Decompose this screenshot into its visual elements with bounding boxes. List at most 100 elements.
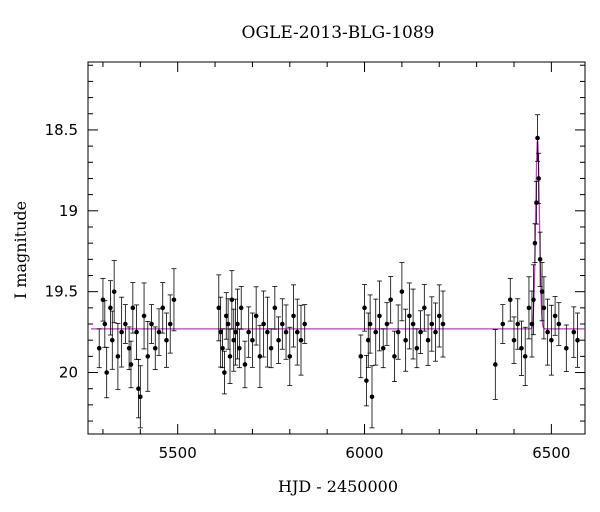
point-marker	[237, 345, 242, 351]
point-marker	[276, 337, 281, 343]
point-marker	[358, 354, 364, 359]
point-marker	[294, 329, 300, 335]
point-marker	[541, 305, 547, 311]
point-marker	[123, 321, 128, 327]
data-point	[575, 312, 581, 368]
point-marker	[242, 362, 248, 367]
point-marker	[272, 305, 278, 311]
data-point	[298, 304, 304, 376]
data-point	[287, 326, 293, 386]
data-point	[272, 286, 278, 330]
point-marker	[425, 337, 431, 343]
point-marker	[229, 297, 235, 303]
point-marker	[440, 321, 446, 327]
point-marker	[531, 297, 536, 303]
point-marker	[539, 289, 545, 294]
data-point	[362, 284, 368, 332]
point-marker	[519, 345, 524, 351]
x-axis-label: HJD - 2450000	[278, 477, 398, 496]
data-point	[535, 114, 541, 162]
point-marker	[152, 345, 158, 351]
point-marker	[238, 305, 244, 311]
data-point	[115, 322, 121, 390]
data-point	[160, 282, 166, 334]
data-point	[548, 304, 554, 376]
point-marker	[403, 337, 408, 343]
x-tick-label: 5500	[159, 444, 197, 462]
point-marker	[418, 329, 423, 335]
data-point	[563, 324, 569, 372]
data-point	[414, 328, 420, 369]
data-point	[149, 304, 155, 344]
y-tick-label: 19.5	[45, 283, 78, 301]
data-point	[433, 302, 439, 362]
point-marker	[500, 321, 506, 327]
data-point	[223, 292, 229, 340]
point-marker	[380, 345, 386, 351]
point-marker	[429, 321, 435, 327]
point-marker	[511, 337, 517, 343]
data-points	[96, 114, 581, 429]
point-marker	[280, 321, 285, 327]
data-point	[122, 304, 128, 344]
point-marker	[362, 305, 367, 311]
point-marker	[111, 289, 117, 294]
point-marker	[536, 176, 541, 181]
y-tick-label: 20	[59, 364, 78, 382]
y-tick-label: 19	[59, 202, 78, 220]
point-marker	[227, 354, 233, 359]
point-marker	[377, 313, 382, 319]
point-marker	[436, 313, 442, 319]
data-point	[518, 320, 524, 376]
point-marker	[410, 321, 416, 327]
data-point	[367, 294, 373, 354]
point-marker	[141, 313, 147, 319]
data-point	[238, 286, 244, 330]
point-marker	[104, 370, 109, 375]
data-point	[104, 346, 110, 399]
point-marker	[253, 313, 259, 319]
data-point	[283, 304, 289, 360]
point-marker	[369, 394, 375, 400]
data-point	[246, 306, 252, 358]
data-point	[403, 308, 409, 372]
data-point	[369, 365, 375, 429]
point-marker	[515, 321, 521, 327]
data-point	[221, 350, 227, 395]
point-marker	[257, 354, 263, 359]
point-marker	[156, 329, 162, 335]
axis-ticks	[88, 62, 585, 434]
plot-frame	[87, 61, 586, 435]
point-marker	[223, 313, 229, 319]
model-curve	[90, 141, 585, 330]
data-point	[532, 223, 538, 263]
data-point	[384, 302, 390, 346]
point-marker	[233, 329, 238, 335]
data-point	[418, 310, 424, 354]
data-point	[500, 304, 506, 344]
point-marker	[136, 386, 141, 392]
point-marker	[287, 354, 293, 359]
point-marker	[167, 321, 173, 327]
point-marker	[422, 305, 427, 311]
data-point	[276, 316, 282, 364]
data-point	[406, 282, 412, 350]
point-marker	[246, 329, 251, 335]
data-point	[119, 296, 125, 368]
data-point	[163, 312, 169, 368]
data-point	[436, 284, 442, 348]
point-marker	[433, 329, 438, 335]
data-point	[388, 276, 394, 324]
data-point	[533, 180, 539, 225]
point-marker	[96, 345, 102, 351]
point-marker	[534, 200, 539, 206]
data-point	[220, 328, 226, 369]
data-point	[134, 304, 140, 360]
point-marker	[231, 337, 237, 343]
x-tick-label: 6500	[532, 444, 570, 462]
data-point	[152, 326, 158, 371]
point-marker	[399, 289, 405, 294]
data-point	[541, 276, 547, 340]
data-point	[233, 298, 239, 366]
